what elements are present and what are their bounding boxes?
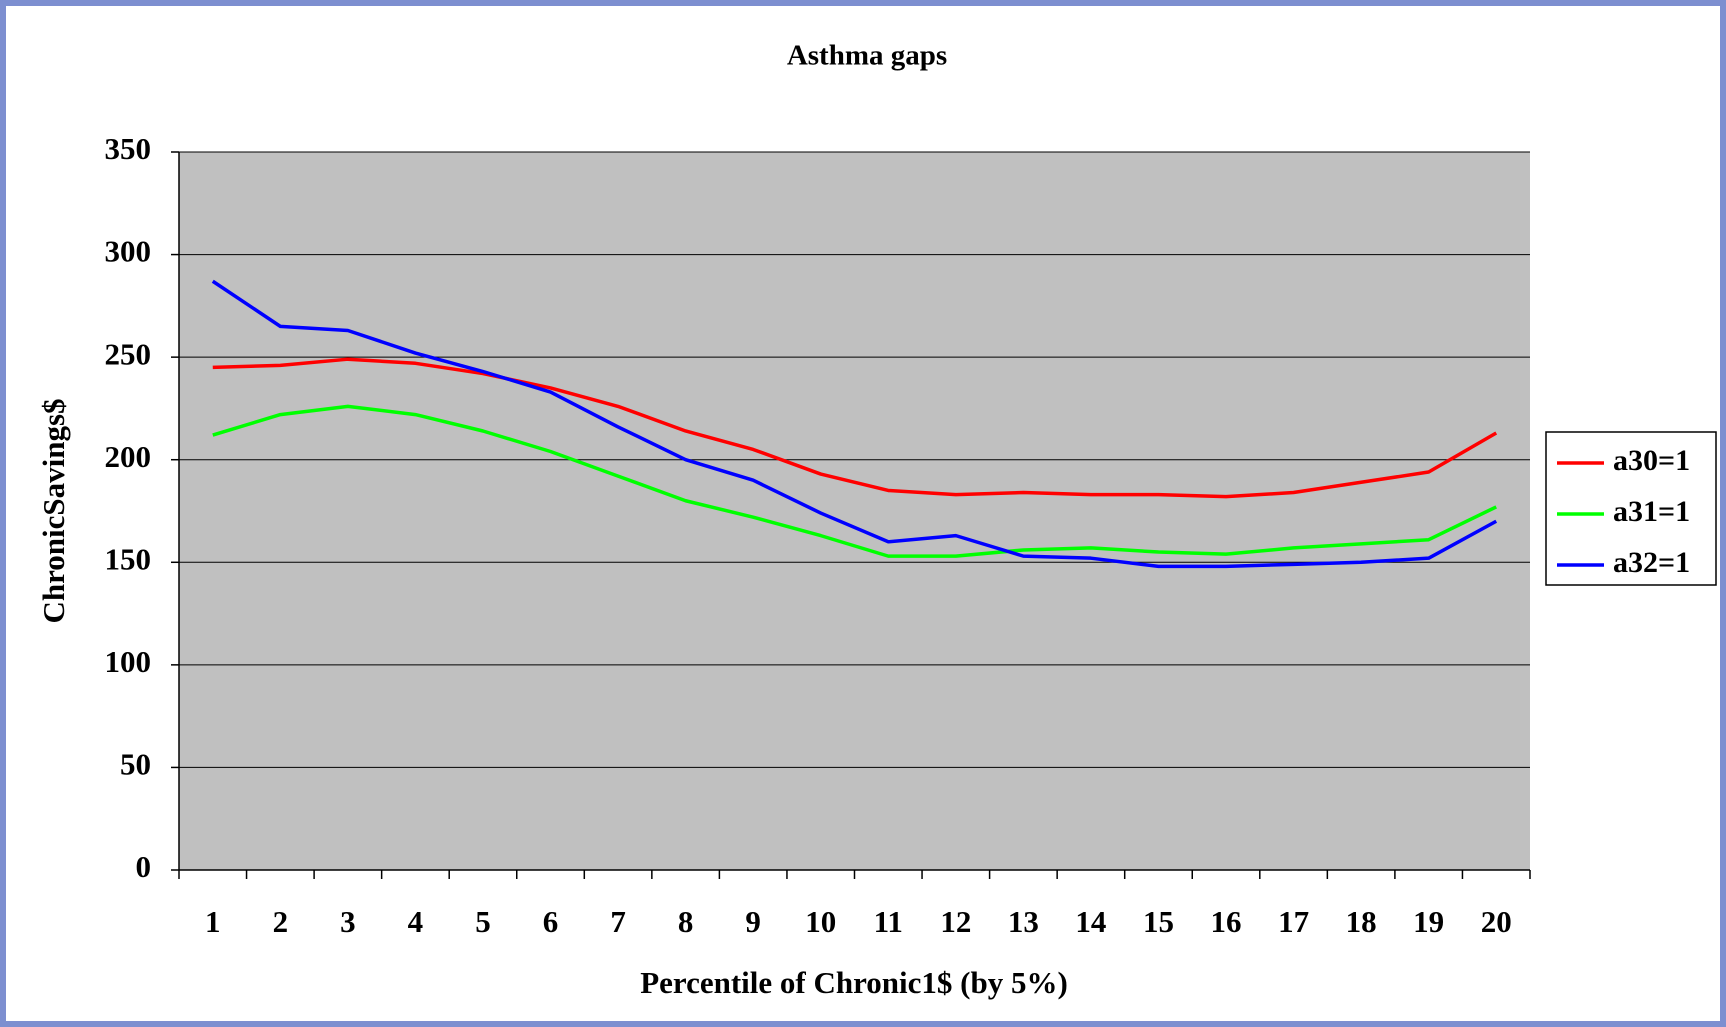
series-line: [211, 279, 1498, 569]
x-tick-label: 18: [1346, 904, 1377, 939]
y-tick-label: 350: [105, 131, 152, 166]
y-tick-label: 300: [105, 234, 152, 269]
y-tick-label: 50: [120, 747, 151, 782]
x-tick-label: 1: [205, 904, 221, 939]
x-tick-label: 7: [610, 904, 626, 939]
plot-area: [179, 152, 1530, 870]
y-axis-label: ChronicSavings$: [36, 398, 71, 623]
x-tick-label: 15: [1143, 904, 1174, 939]
legend-label: a30=1: [1613, 444, 1690, 477]
x-tick-label: 20: [1481, 904, 1512, 939]
x-tick-label: 9: [745, 904, 761, 939]
legend-label: a32=1: [1613, 546, 1690, 579]
x-tick-label: 12: [940, 904, 971, 939]
y-tick-label: 100: [105, 644, 152, 679]
series-line: [212, 404, 1497, 558]
y-tick-label: 200: [105, 439, 152, 474]
legend-box: [1545, 431, 1717, 586]
y-tick-label: 150: [105, 541, 152, 576]
x-tick-label: 6: [543, 904, 559, 939]
x-tick-label: 19: [1413, 904, 1444, 939]
y-tick-label: 250: [105, 336, 152, 371]
x-tick-label: 8: [678, 904, 694, 939]
x-tick-label: 4: [408, 904, 424, 939]
x-tick-label: 5: [475, 904, 491, 939]
x-tick-label: 3: [340, 904, 356, 939]
x-tick-label: 17: [1278, 904, 1309, 939]
x-tick-label: 2: [273, 904, 289, 939]
series-line: [212, 357, 1498, 499]
y-tick-label: 0: [136, 849, 152, 884]
x-tick-label: 13: [1008, 904, 1039, 939]
x-tick-label: 16: [1211, 904, 1242, 939]
x-axis-label: Percentile of Chronic1$ (by 5%): [640, 965, 1068, 1000]
chart-title: Asthma gaps: [787, 40, 947, 72]
x-tick-label: 14: [1075, 904, 1106, 939]
x-tick-label: 11: [874, 904, 903, 939]
legend-label: a31=1: [1613, 495, 1690, 528]
x-tick-label: 10: [805, 904, 836, 939]
